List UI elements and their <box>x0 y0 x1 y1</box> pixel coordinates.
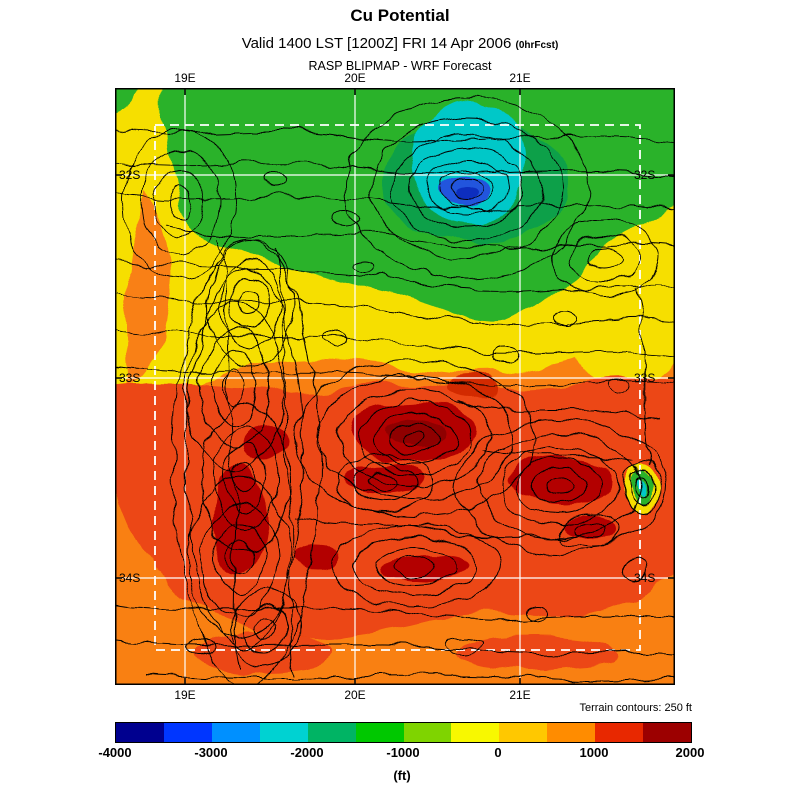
terrain-contours-left-column <box>174 237 320 685</box>
colorbar-label: 1000 <box>579 745 609 760</box>
x-axis-label-top: 19E <box>174 71 196 85</box>
contour-map-plot <box>115 88 675 685</box>
colorbar-segment <box>451 723 500 742</box>
y-axis-label-right: 34S <box>634 571 656 585</box>
x-axis-label-bottom: 20E <box>344 688 366 702</box>
y-axis-label-left: 32S <box>119 168 141 182</box>
colorbar-segment <box>499 723 548 742</box>
terrain-contours-note: Terrain contours: 250 ft <box>579 702 692 714</box>
colorbar-label: -3000 <box>194 745 228 760</box>
colorbar-segment <box>211 723 260 742</box>
colorbar-segment <box>163 723 212 742</box>
colorbar-segment <box>595 723 644 742</box>
terrain-contours-right <box>186 287 665 655</box>
y-axis-label-left: 34S <box>119 571 141 585</box>
colorbar-label: -2000 <box>290 745 324 760</box>
colorbar-segment <box>643 723 692 742</box>
valid-time-text: Valid 1400 LST [1200Z] FRI 14 Apr 2006 <box>241 35 512 52</box>
colorbar-label: 2000 <box>675 745 705 760</box>
domain-boundary-box <box>154 124 641 651</box>
colorbar-segment <box>403 723 452 742</box>
x-axis-label-bottom: 19E <box>174 688 196 702</box>
map-frame <box>115 88 675 685</box>
colorbar-segment <box>355 723 404 742</box>
colorbar-label: -4000 <box>98 745 132 760</box>
model-line: RASP BLIPMAP - WRF Forecast <box>308 59 492 73</box>
x-axis-label-bottom: 21E <box>509 688 531 702</box>
terrain-contours-center <box>115 359 675 682</box>
colorbar-label: 0 <box>494 745 502 760</box>
colorbar-segment <box>307 723 356 742</box>
y-axis-label-right: 32S <box>634 168 656 182</box>
y-axis-label-right: 33S <box>634 371 656 385</box>
axis-tick-marks <box>115 88 675 685</box>
colorbar-segment <box>116 723 164 742</box>
colorbar-unit-label: (ft) <box>393 768 411 783</box>
page-title: Cu Potential <box>350 6 450 25</box>
colorbar-label: -1000 <box>386 745 420 760</box>
header: Cu Potential Valid 1400 LST [1200Z] FRI … <box>0 6 800 73</box>
forecast-hour-suffix: (0hrFcst) <box>515 40 559 51</box>
weather-map <box>115 88 675 685</box>
x-axis-label-top: 21E <box>509 71 531 85</box>
colorbar-segment <box>547 723 596 742</box>
map-color-fills <box>115 88 675 671</box>
terrain-contours-upper-clusters <box>123 97 661 395</box>
colorbar-segment <box>259 723 308 742</box>
y-axis-label-left: 33S <box>119 371 141 385</box>
x-axis-label-top: 20E <box>344 71 366 85</box>
valid-time-line: Valid 1400 LST [1200Z] FRI 14 Apr 2006 (… <box>0 35 800 52</box>
colorbar-segments <box>115 722 692 743</box>
